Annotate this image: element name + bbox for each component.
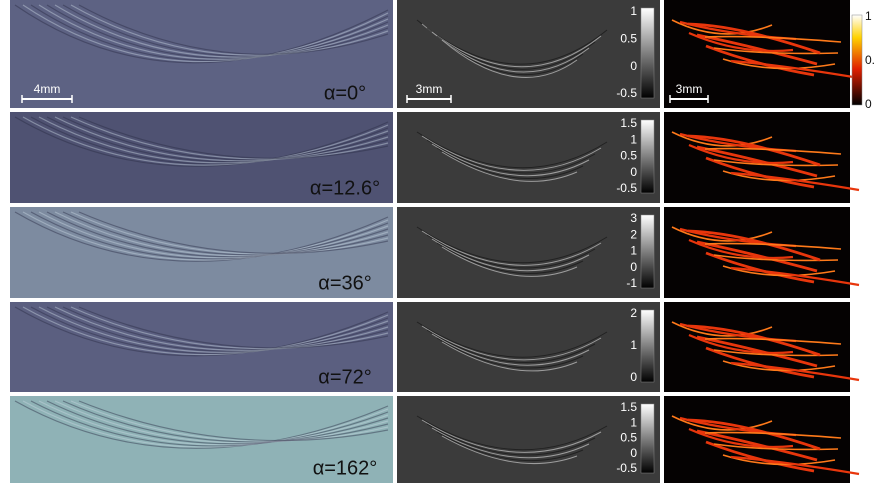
colorbar-tick-label: 0.5: [620, 431, 637, 445]
colorbar-tick-label: 0.5: [620, 149, 637, 163]
colorbar: [641, 120, 654, 193]
colorbar-tick-label: 1: [630, 132, 637, 146]
derivative-image: [397, 207, 660, 298]
scale-bar-label: 3mm: [676, 82, 703, 96]
colorbar-tick-label: 0: [630, 165, 637, 179]
scale-bar-label: 3mm: [416, 82, 443, 96]
scale-bar-label: 4mm: [34, 82, 61, 96]
colorbar-tick-label: -0.5: [616, 86, 637, 100]
angle-label: α=0°: [324, 82, 366, 104]
colorbar: [641, 404, 654, 473]
colorbar: [641, 215, 654, 288]
colorbar-tick-label: 1.5: [620, 116, 637, 130]
colorbar-tick-label: 1: [630, 415, 637, 429]
angle-label: α=12.6°: [310, 177, 380, 199]
main-colorbar: [852, 15, 862, 105]
colorbar-tick-label: 2: [630, 227, 637, 241]
colorbar-tick-label: 0: [630, 260, 637, 274]
main-colorbar-tick-label: 1: [865, 9, 872, 23]
photoacoustic-image: [664, 207, 850, 298]
photoacoustic-image: [664, 396, 850, 483]
angle-label: α=72°: [318, 366, 372, 388]
main-colorbar-tick-label: 0: [865, 97, 872, 111]
colorbar: [641, 8, 654, 98]
angle-label: α=162°: [313, 457, 378, 479]
colorbar-tick-label: 2: [630, 306, 637, 320]
main-colorbar-tick-label: 0.: [865, 53, 875, 67]
colorbar-tick-label: 1: [630, 338, 637, 352]
colorbar-tick-label: 0: [630, 59, 637, 73]
angle-label: α=36°: [318, 272, 372, 294]
colorbar-tick-label: 0.5: [620, 32, 637, 46]
colorbar-tick-label: 1: [630, 4, 637, 18]
derivative-image: [397, 302, 660, 392]
colorbar-tick-label: -0.5: [616, 461, 637, 475]
colorbar-tick-label: -0.5: [616, 181, 637, 195]
colorbar-tick-label: 1.5: [620, 400, 637, 414]
colorbar-tick-label: 0: [630, 446, 637, 460]
photoacoustic-image: [664, 112, 850, 203]
colorbar-tick-label: 0: [630, 370, 637, 384]
figure: α=0°10.50-0.5α=12.6°1.510.50-0.5α=36°321…: [0, 0, 877, 483]
colorbar: [641, 310, 654, 382]
photoacoustic-image: [664, 302, 850, 392]
colorbar-tick-label: -1: [626, 276, 637, 290]
colorbar-tick-label: 3: [630, 211, 637, 225]
colorbar-tick-label: 1: [630, 244, 637, 258]
